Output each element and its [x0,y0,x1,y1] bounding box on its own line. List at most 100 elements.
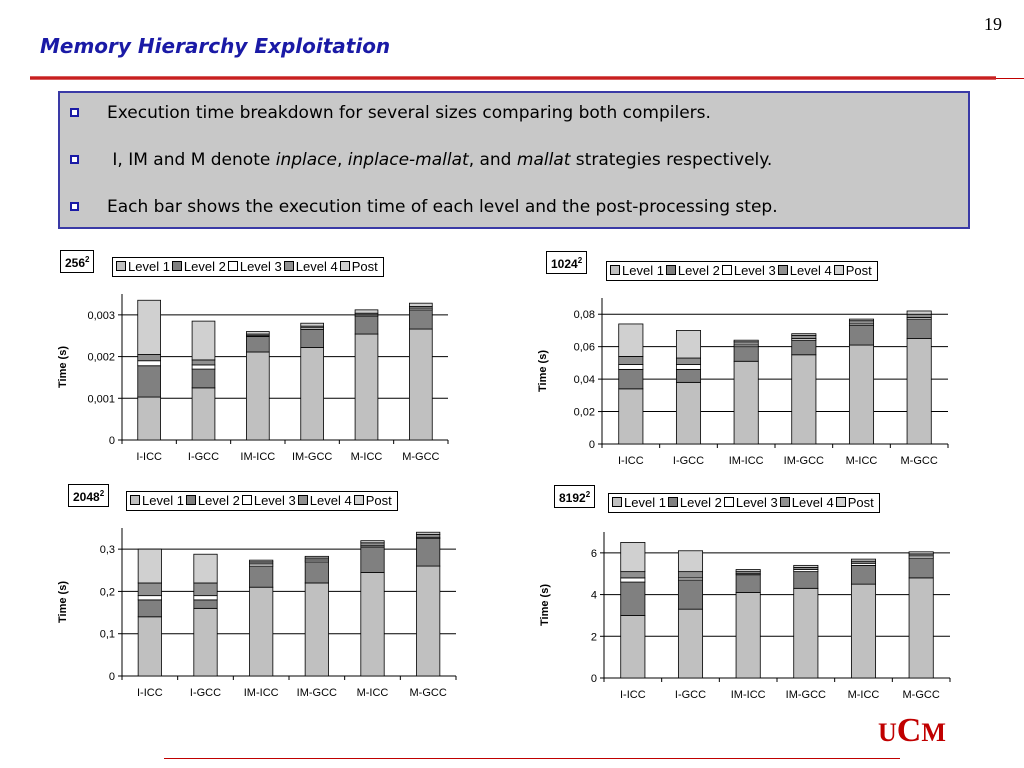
x-tick-label: M-ICC [846,455,878,467]
bar-segment [908,551,934,555]
legend-label: Level 4 [789,263,832,278]
legend-swatch [667,497,678,507]
bar-segment [733,360,759,445]
x-tick-label: M-ICC [848,689,880,701]
x-tick-label: I-GCC [188,451,219,463]
bar-segment [677,571,704,579]
chart-plot: 0 0,001 0,002 0,003 Time (s) I-ICC I-GCC IM-ICC… [57,294,449,463]
bar-segment [791,334,817,339]
bar-segment [137,616,162,677]
x-tick-label: IM-ICC [240,451,275,463]
bar-segment [416,565,441,677]
bar-segment [191,320,216,361]
x-tick-label: I-GCC [673,455,704,467]
text-run: , and [468,150,517,170]
bar-segment [793,564,819,568]
y-tick-label: 0 [591,673,597,685]
bar-segment [848,325,875,346]
bar-segment [620,571,646,579]
legend-item: Level 4 [777,263,832,279]
bar-segment [618,368,644,390]
checkbox-bullet-icon [70,155,79,164]
x-tick-label: M-ICC [351,451,383,463]
bar-segment [191,387,216,441]
legend-label: Level 1 [142,493,184,508]
x-tick-label: IM-GCC [297,687,337,699]
legend-label: Level 4 [791,495,834,510]
bar-segment [300,329,324,348]
legend-swatch [297,495,308,505]
legend-label: Level 4 [309,493,352,508]
y-tick-label: 0 [589,439,595,451]
legend-item: Level 1 [130,493,184,509]
legend-label: Level 3 [239,259,282,274]
legend-item: Level 4 [297,493,352,509]
legend-swatch [353,495,364,505]
y-axis-label: Time (s) [537,350,549,392]
bar-segment [906,310,932,315]
bar-segment [246,336,270,353]
bullet-2: I, IM and M denote inplace, inplace-mall… [70,150,772,170]
bar-segment [137,582,162,597]
legend-swatch [779,497,790,507]
bar-segment [354,315,379,335]
legend-swatch [665,265,676,275]
legend-swatch [835,497,846,507]
legend-label: Post [847,495,874,510]
bar-segment [304,582,329,677]
legend-swatch [339,261,350,271]
legend-item: Level 3 [723,495,778,511]
legend-swatch [171,261,182,271]
chart-1024: 10242 Level 1 Level 2 Level 3 Level 4 Post 0… [532,246,962,474]
y-axis-label: Time (s) [57,346,69,388]
legend-label: Post [365,493,392,508]
bullet-3-text: Each bar shows the execution time of eac… [107,197,778,217]
legend-item: Level 2 [665,263,720,279]
bar-segment [906,318,932,339]
y-tick-label: 0,02 [574,407,595,419]
bar-segment [193,553,218,584]
italic-term: inplace-mallat [347,150,469,170]
bar-segment [791,354,817,445]
bar-segment [618,323,644,357]
bar-segment [193,607,218,677]
bar-segment [304,561,329,584]
size-label: 20482 [68,484,110,507]
bar-segment [618,364,644,370]
bar-segment [249,559,274,563]
x-tick-label: I-GCC [675,689,706,701]
bar-segment [735,592,761,679]
x-tick-label: IM-ICC [731,689,766,701]
chart-legend: Level 1 Level 2 Level 3 Level 4 Post [126,491,398,511]
text-run: , [336,150,348,170]
legend-swatch [721,265,732,275]
legend-swatch [723,497,734,507]
x-tick-label: IM-GCC [786,689,826,701]
legend-item: Level 2 [171,259,226,275]
legend-swatch [283,261,294,271]
bar-segment [677,550,704,573]
bullet-box: Execution time breakdown for several siz… [58,91,970,229]
x-tick-label: M-GCC [410,687,447,699]
footer-rule [164,758,900,759]
bar-segment [246,331,270,335]
x-tick-label: M-GCC [901,455,938,467]
legend-swatch [130,495,140,505]
chart-legend: Level 1 Level 2 Level 3 Level 4 Post [608,493,880,513]
y-tick-label: 0,001 [87,393,115,405]
bar-segment [793,587,819,679]
legend-label: Level 2 [677,263,720,278]
bar-segment [620,581,646,616]
legend-label: Level 2 [183,259,226,274]
checkbox-bullet-icon [70,108,79,117]
legend-label: Level 1 [128,259,170,274]
bar-segment [908,557,934,579]
italic-term: mallat [516,150,571,170]
x-tick-label: IM-ICC [244,687,279,699]
bullet-1: Execution time breakdown for several siz… [70,103,711,123]
bar-segment [848,320,875,325]
bar-segment [677,608,704,679]
bar-segment [409,302,433,307]
bar-segment [791,333,817,336]
y-tick-label: 6 [591,548,597,560]
